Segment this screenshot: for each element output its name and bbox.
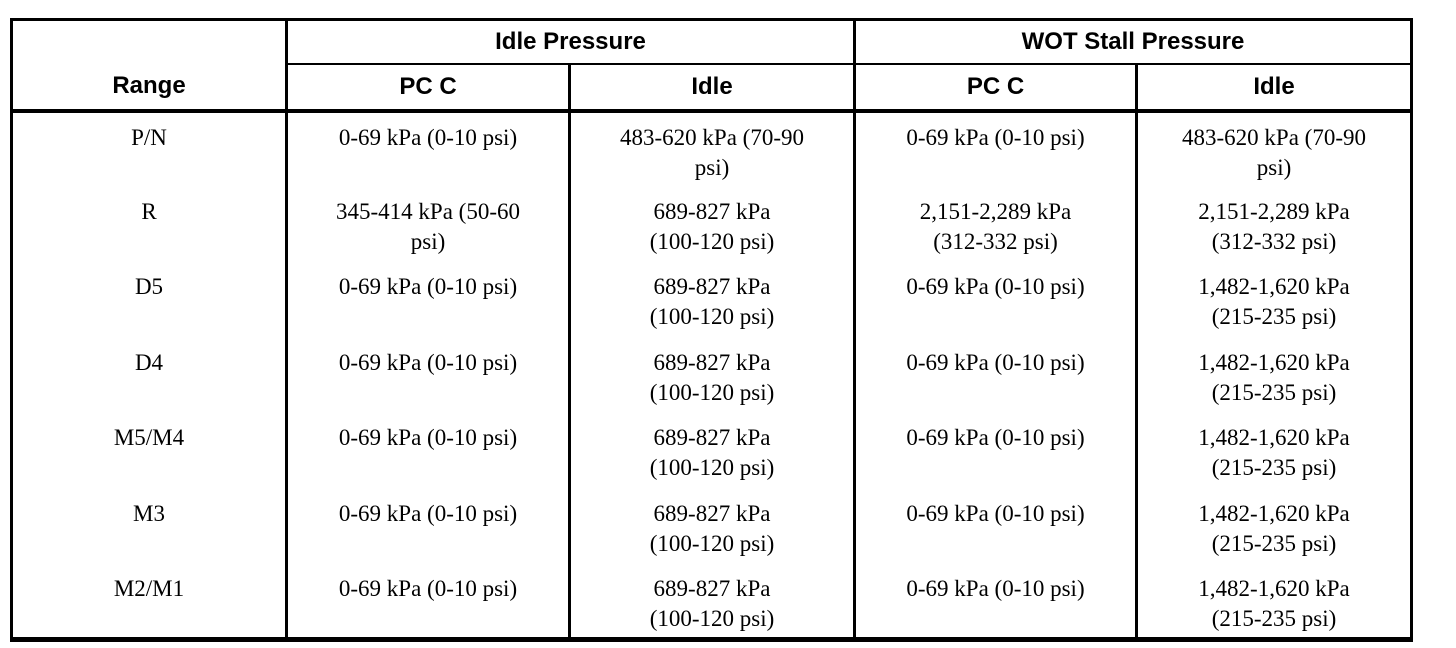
range-label: D4 <box>134 349 164 375</box>
group-header-row: Range Idle Pressure WOT Stall Pressure <box>12 19 1412 99</box>
range-label: M2/M1 <box>113 576 185 601</box>
range-column-header: Range <box>112 72 186 99</box>
cell-idle-idle: 689-827 kPa (100-120 psi) <box>568 413 855 489</box>
cell-idle-idle: 689-827 kPa (100-120 psi) <box>568 186 855 262</box>
pressure-spec-table: Range Idle Pressure WOT Stall Pressure P… <box>10 18 1413 642</box>
cell-idle-pcc: 0-69 kPa (0-10 psi) <box>285 488 570 564</box>
subheader-wot-pcc: PC C <box>853 64 1137 111</box>
cell-idle-pcc: 345-414 kPa (50-60 psi) <box>285 186 570 262</box>
cell-wot-idle: 2,151-2,289 kPa (312-332 psi) <box>1135 186 1412 262</box>
group-header-idle-pressure: Idle Pressure <box>285 19 855 65</box>
table-row-m2m1: M2/M1 0-69 kPa (0-10 psi) 689-827 kPa (1… <box>12 564 1412 640</box>
cell-wot-pcc: 0-69 kPa (0-10 psi) <box>853 262 1137 338</box>
cell-wot-idle: 1,482-1,620 kPa (215-235 psi) <box>1135 413 1412 489</box>
cell-idle-idle: 689-827 kPa (100-120 psi) <box>568 262 855 338</box>
range-label: R <box>141 198 157 224</box>
cell-idle-pcc: 0-69 kPa (0-10 psi) <box>285 564 570 640</box>
range-label: P/N <box>131 125 167 150</box>
cell-wot-pcc: 0-69 kPa (0-10 psi) <box>853 564 1137 640</box>
table-body: P/N 0-69 kPa (0-10 psi) 483-620 kPa (70-… <box>12 111 1412 640</box>
cell-idle-pcc: 0-69 kPa (0-10 psi) <box>285 262 570 338</box>
cell-idle-idle: 483-620 kPa (70-90 psi) <box>568 111 855 187</box>
cell-wot-pcc: 2,151-2,289 kPa (312-332 psi) <box>853 186 1137 262</box>
table-row-d5: D5 0-69 kPa (0-10 psi) 689-827 kPa (100-… <box>12 262 1412 338</box>
cell-wot-pcc: 0-69 kPa (0-10 psi) <box>853 337 1137 413</box>
range-label: D5 <box>134 274 164 299</box>
cell-idle-idle: 689-827 kPa (100-120 psi) <box>568 564 855 640</box>
cell-wot-pcc: 0-69 kPa (0-10 psi) <box>853 488 1137 564</box>
cell-wot-idle: 483-620 kPa (70-90 psi) <box>1135 111 1412 187</box>
table-row-m5m4: M5/M4 0-69 kPa (0-10 psi) 689-827 kPa (1… <box>12 413 1412 489</box>
cell-idle-pcc: 0-69 kPa (0-10 psi) <box>285 111 570 187</box>
cell-idle-pcc: 0-69 kPa (0-10 psi) <box>285 413 570 489</box>
cell-wot-pcc: 0-69 kPa (0-10 psi) <box>853 111 1137 187</box>
cell-wot-idle: 1,482-1,620 kPa (215-235 psi) <box>1135 488 1412 564</box>
table-row-r: R 345-414 kPa (50-60 psi) 689-827 kPa (1… <box>12 186 1412 262</box>
cell-wot-idle: 1,482-1,620 kPa (215-235 psi) <box>1135 564 1412 640</box>
cell-idle-pcc: 0-69 kPa (0-10 psi) <box>285 337 570 413</box>
cell-wot-idle: 1,482-1,620 kPa (215-235 psi) <box>1135 262 1412 338</box>
cell-wot-idle: 1,482-1,620 kPa (215-235 psi) <box>1135 337 1412 413</box>
table-row-m3: M3 0-69 kPa (0-10 psi) 689-827 kPa (100-… <box>12 488 1412 564</box>
sub-header-row: PC C Idle PC C Idle <box>12 64 1412 111</box>
table-row-pn: P/N 0-69 kPa (0-10 psi) 483-620 kPa (70-… <box>12 111 1412 187</box>
table-header: Range Idle Pressure WOT Stall Pressure P… <box>11 19 1412 111</box>
subheader-idle-idle: Idle <box>568 64 855 111</box>
subheader-idle-pcc: PC C <box>285 64 570 111</box>
subheader-wot-idle: Idle <box>1135 64 1412 111</box>
table-row-d4: D4 0-69 kPa (0-10 psi) 689-827 kPa (100-… <box>12 337 1412 413</box>
cell-idle-idle: 689-827 kPa (100-120 psi) <box>568 337 855 413</box>
range-label: M3 <box>133 500 165 526</box>
range-label: M5/M4 <box>113 425 185 450</box>
group-header-wot-stall-pressure: WOT Stall Pressure <box>853 19 1412 65</box>
cell-wot-pcc: 0-69 kPa (0-10 psi) <box>853 413 1137 489</box>
cell-idle-idle: 689-827 kPa (100-120 psi) <box>568 488 855 564</box>
